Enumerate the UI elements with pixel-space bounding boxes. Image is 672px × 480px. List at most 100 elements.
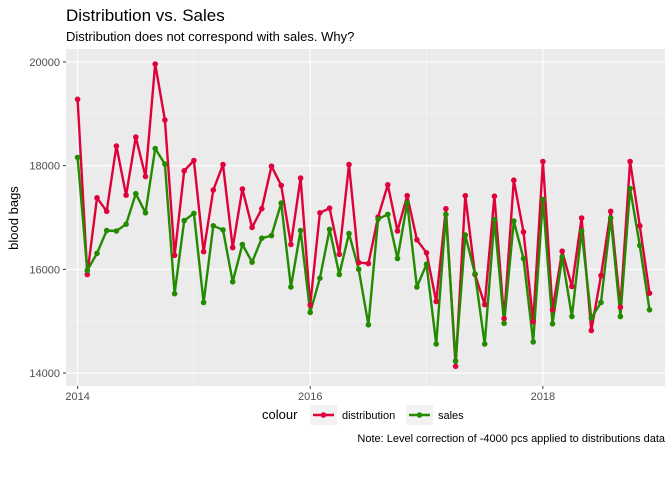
point-sales	[481, 341, 488, 347]
point-sales	[84, 267, 91, 274]
point-sales	[288, 284, 294, 290]
point-sales	[423, 261, 430, 268]
point-distribution	[239, 186, 246, 192]
point-distribution	[491, 193, 498, 199]
point-distribution	[588, 327, 595, 334]
point-sales	[94, 250, 100, 257]
point-distribution	[152, 61, 158, 67]
point-sales	[346, 230, 352, 237]
point-distribution	[259, 205, 265, 212]
legend-label-sales: sales	[438, 410, 464, 422]
legend: colour distribution sales	[262, 405, 464, 425]
point-sales	[268, 232, 275, 239]
series-lines	[76, 62, 651, 368]
point-sales	[559, 254, 565, 260]
point-distribution	[404, 192, 411, 199]
point-distribution	[569, 283, 575, 290]
point-distribution	[443, 205, 449, 212]
point-sales	[355, 266, 362, 273]
point-sales	[152, 145, 158, 152]
point-sales	[414, 284, 420, 290]
x-axis: 2014 2016 2018	[65, 386, 555, 403]
point-distribution	[385, 182, 391, 188]
point-distribution	[617, 304, 624, 311]
point-distribution	[171, 252, 178, 259]
point-sales	[491, 216, 498, 223]
point-sales	[511, 218, 517, 224]
point-distribution	[540, 158, 546, 165]
point-distribution	[423, 250, 430, 256]
point-sales	[123, 221, 129, 227]
point-distribution	[481, 301, 488, 308]
point-distribution	[191, 157, 197, 164]
point-distribution	[94, 195, 100, 201]
point-sales	[317, 275, 323, 282]
point-sales	[307, 309, 314, 316]
point-distribution	[462, 192, 469, 199]
point-distribution	[142, 173, 149, 180]
point-distribution	[84, 271, 91, 278]
series-line-distribution	[76, 62, 651, 368]
point-sales	[210, 223, 217, 229]
point-distribution	[297, 175, 304, 181]
x-tick-label: 2018	[531, 391, 555, 403]
point-sales	[646, 307, 653, 313]
point-distribution	[414, 237, 420, 243]
point-distribution	[74, 96, 81, 103]
point-sales	[365, 322, 372, 328]
point-distribution	[181, 168, 187, 174]
x-tick-label: 2014	[65, 391, 89, 403]
legend-title: colour	[262, 407, 298, 422]
point-distribution	[549, 307, 556, 313]
point-sales	[394, 255, 401, 262]
point-sales	[540, 196, 546, 203]
point-sales	[588, 315, 595, 321]
point-sales	[181, 217, 187, 224]
point-distribution	[336, 251, 343, 258]
point-distribution	[530, 318, 536, 325]
point-sales	[607, 215, 614, 221]
point-sales	[627, 185, 633, 192]
point-sales	[297, 227, 304, 234]
point-sales	[549, 321, 556, 327]
y-axis: 14000 16000 18000 20000	[29, 57, 66, 380]
point-sales	[239, 241, 246, 248]
point-sales	[336, 271, 343, 278]
point-sales	[278, 200, 285, 206]
point-distribution	[637, 223, 643, 229]
point-sales	[133, 190, 139, 197]
point-sales	[530, 339, 536, 345]
point-distribution	[229, 244, 236, 251]
y-tick-label: 18000	[29, 161, 60, 173]
point-distribution	[220, 161, 226, 168]
point-distribution	[355, 259, 362, 266]
grid-minor	[66, 49, 665, 386]
point-distribution	[607, 208, 614, 215]
y-tick-label: 20000	[29, 57, 60, 69]
point-distribution	[520, 229, 527, 235]
point-sales	[569, 313, 575, 320]
point-sales	[113, 228, 120, 234]
point-distribution	[268, 163, 275, 169]
point-sales	[229, 279, 236, 285]
point-distribution	[113, 143, 120, 149]
point-distribution	[317, 210, 323, 216]
point-distribution	[278, 182, 285, 189]
y-tick-label: 16000	[29, 264, 60, 276]
point-distribution	[307, 302, 314, 308]
chart-subtitle: Distribution does not correspond with sa…	[66, 29, 354, 44]
point-sales	[326, 226, 333, 233]
point-sales	[171, 290, 178, 297]
point-sales	[520, 255, 527, 262]
point-distribution	[249, 224, 255, 231]
series-points	[74, 61, 653, 370]
point-distribution	[433, 298, 440, 305]
point-sales	[385, 211, 391, 218]
point-sales	[598, 299, 604, 306]
point-sales	[443, 211, 449, 218]
point-sales	[501, 320, 507, 327]
point-distribution	[103, 208, 110, 215]
point-distribution	[452, 363, 459, 370]
point-sales	[578, 228, 585, 234]
